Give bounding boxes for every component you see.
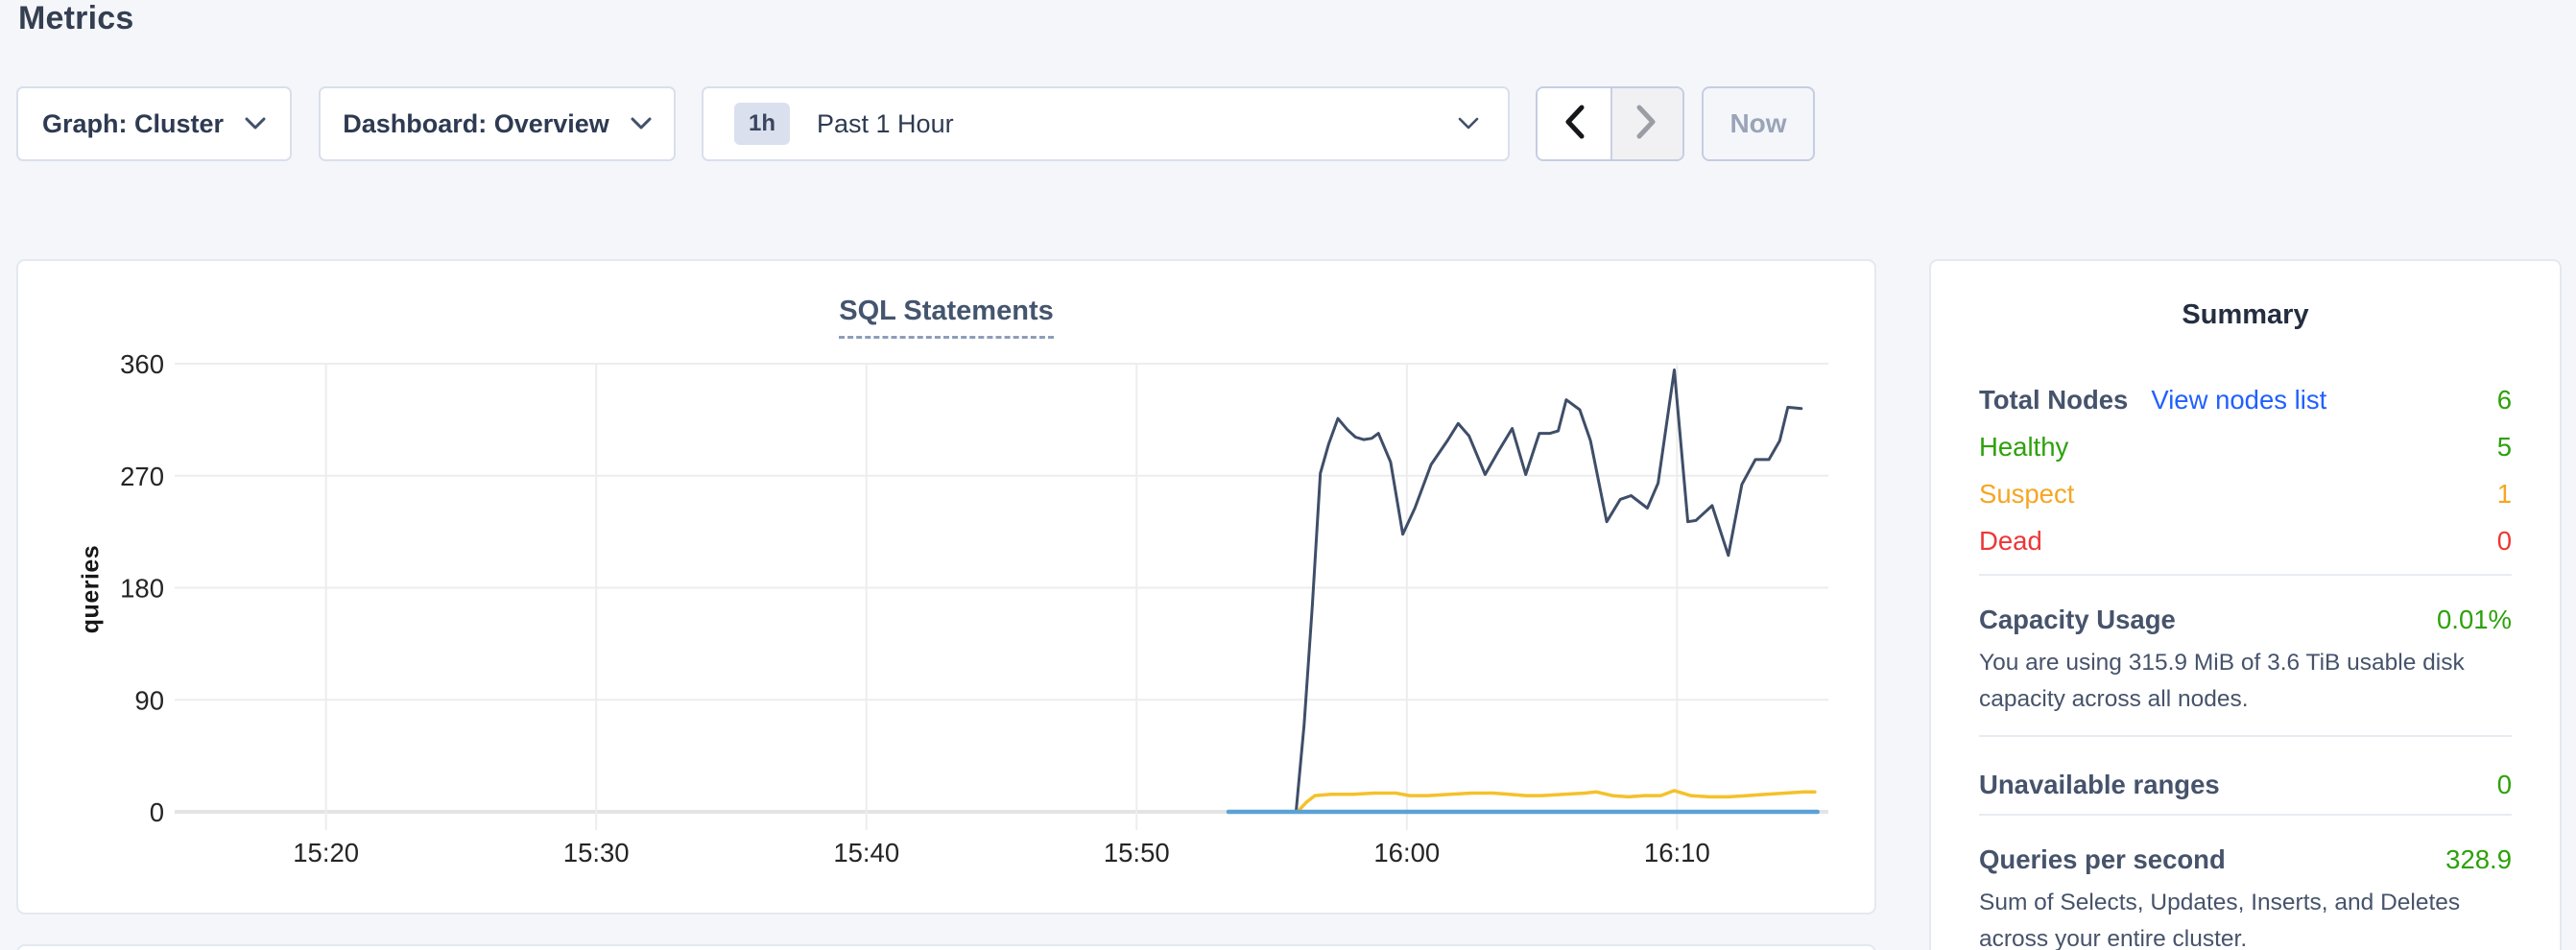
dead-label: Dead [1979, 526, 2042, 556]
unavailable-ranges-value: 0 [2496, 770, 2512, 799]
unavailable-ranges-row: Unavailable ranges 0 [1979, 770, 2512, 800]
suspect-value: 1 [2496, 479, 2512, 509]
horizontal-gridlines [175, 363, 1828, 814]
time-forward-button-disabled[interactable] [1610, 88, 1682, 159]
queries-per-second-row: Queries per second 328.9 [1979, 844, 2512, 875]
healthy-nodes-row: Healthy 5 [1979, 432, 2512, 463]
svg-text:180: 180 [120, 574, 164, 604]
sql-statements-chart-card: SQL Statements queries 0 90 180 270 360 15:20… [16, 259, 1876, 914]
capacity-usage-label: Capacity Usage [1979, 605, 2176, 634]
healthy-label: Healthy [1979, 432, 2069, 462]
next-chart-card-edge [16, 944, 1876, 950]
time-range-selector[interactable]: 1h Past 1 Hour [702, 86, 1510, 161]
healthy-value: 5 [2496, 432, 2512, 462]
divider [1979, 735, 2512, 737]
page-title: Metrics [18, 0, 134, 36]
vertical-gridlines [324, 364, 1679, 830]
svg-text:16:10: 16:10 [1644, 838, 1710, 867]
divider [1979, 574, 2512, 576]
dead-nodes-row: Dead 0 [1979, 526, 2512, 557]
chevron-down-icon [245, 117, 266, 131]
unavailable-ranges-label: Unavailable ranges [1979, 770, 2220, 799]
capacity-usage-row: Capacity Usage 0.01% [1979, 605, 2512, 635]
chart-series-lines [1226, 368, 1820, 815]
queries-per-second-description: Sum of Selects, Updates, Inserts, and De… [1979, 890, 2461, 950]
time-range-badge: 1h [734, 103, 791, 145]
queries-per-second-label: Queries per second [1979, 844, 2226, 874]
chevron-left-icon [1562, 104, 1586, 145]
chart-title[interactable]: SQL Statements [839, 296, 1054, 339]
time-pager [1536, 86, 1684, 161]
svg-text:16:00: 16:00 [1373, 838, 1440, 867]
sql-statements-plot[interactable]: 0 90 180 270 360 15:20 15:30 15:40 15:50 16:00 16:… [18, 261, 1878, 916]
time-range-label: Past 1 Hour [817, 108, 954, 138]
time-back-button[interactable] [1538, 88, 1610, 159]
svg-text:0: 0 [150, 797, 164, 827]
graph-selector-dropdown[interactable]: Graph: Cluster [16, 86, 292, 161]
axis-tick-labels: 0 90 180 270 360 15:20 15:30 15:40 15:50 16:00 16:… [120, 349, 1710, 867]
summary-title: Summary [2182, 299, 2309, 330]
queries-per-second-value: 328.9 [2445, 844, 2512, 874]
total-nodes-value: 6 [2496, 385, 2512, 415]
capacity-usage-value: 0.01% [2437, 605, 2512, 634]
svg-text:360: 360 [120, 349, 164, 379]
svg-text:15:50: 15:50 [1104, 838, 1170, 867]
svg-text:90: 90 [134, 685, 164, 715]
chevron-down-icon [1458, 117, 1479, 131]
svg-text:270: 270 [120, 462, 164, 491]
dead-value: 0 [2496, 526, 2512, 556]
view-nodes-list-link[interactable]: View nodes list [2151, 385, 2327, 415]
suspect-nodes-row: Suspect 1 [1979, 479, 2512, 510]
chevron-down-icon [631, 117, 652, 131]
suspect-label: Suspect [1979, 479, 2075, 509]
dashboard-selector-dropdown[interactable]: Dashboard: Overview [319, 86, 676, 161]
total-nodes-row: Total Nodes View nodes list 6 [1979, 385, 2512, 416]
now-button-label: Now [1729, 108, 1787, 138]
capacity-usage-description: You are using 315.9 MiB of 3.6 TiB usabl… [1979, 650, 2465, 712]
graph-selector-label: Graph: Cluster [41, 108, 225, 138]
dashboard-selector-label: Dashboard: Overview [343, 108, 609, 138]
svg-text:15:30: 15:30 [563, 838, 630, 867]
chevron-right-icon [1634, 104, 1659, 145]
divider [1979, 814, 2512, 816]
svg-text:15:40: 15:40 [833, 838, 899, 867]
summary-panel: Summary Total Nodes View nodes list 6 He… [1929, 259, 2562, 950]
svg-text:15:20: 15:20 [293, 838, 359, 867]
now-button[interactable]: Now [1702, 86, 1815, 161]
total-nodes-label: Total Nodes [1979, 385, 2129, 415]
